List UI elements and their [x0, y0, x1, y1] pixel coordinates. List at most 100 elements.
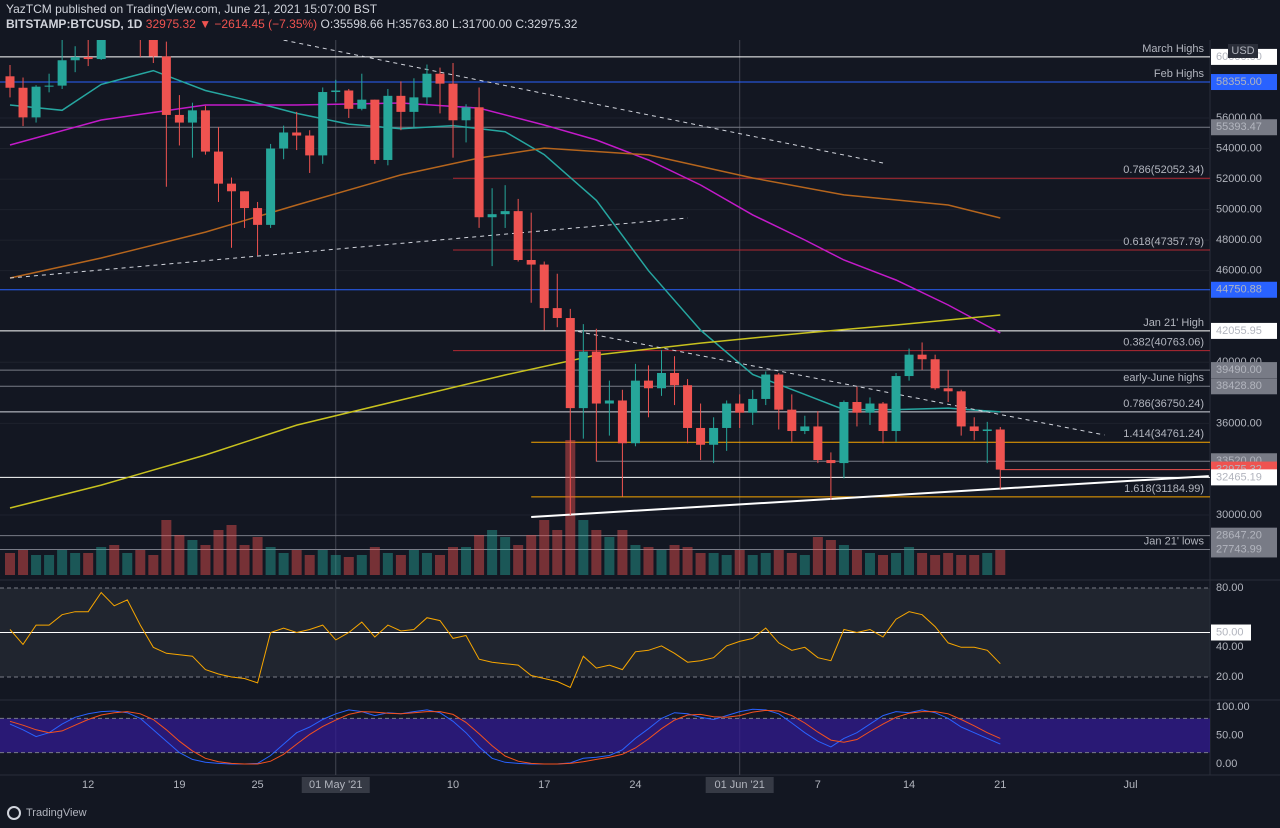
level-note: 0.618(47357.79)	[1123, 236, 1204, 248]
price-label-box	[1211, 119, 1277, 136]
volume-bar	[487, 530, 498, 575]
volume-bar	[57, 550, 68, 575]
volume-bar	[474, 535, 485, 575]
price-label-box	[1211, 322, 1277, 339]
trendline	[531, 475, 1209, 518]
x-tick-label: 19	[173, 779, 185, 791]
volume-bar	[44, 555, 55, 575]
volume-bar	[291, 550, 302, 575]
volume-bar	[109, 545, 120, 575]
candle-body	[930, 359, 940, 389]
candle-body	[865, 403, 875, 413]
volume-bar	[617, 530, 628, 575]
currency-box	[1228, 44, 1258, 58]
level-note: Feb Highs	[1154, 68, 1205, 80]
volume-bar	[930, 555, 941, 575]
volume-bar	[239, 545, 250, 575]
candle-body	[357, 99, 367, 109]
candle-body	[18, 87, 28, 118]
price-label: 28647.20	[1216, 530, 1262, 542]
candle-body	[969, 426, 979, 432]
level-note: Jan 21' High	[1143, 317, 1204, 329]
x-tick-label: 10	[447, 779, 459, 791]
volume-bar	[864, 553, 875, 575]
stoch-line	[9, 708, 1001, 765]
candle-body	[917, 354, 927, 360]
candle-body	[748, 398, 758, 413]
candle-body	[83, 57, 93, 60]
candle-body	[696, 427, 706, 445]
y-tick-label: 50000.00	[1216, 204, 1262, 216]
last-price: 32975.32	[146, 17, 196, 31]
candle-body	[305, 135, 315, 156]
candle-body	[552, 308, 562, 319]
volume-bar	[434, 555, 445, 575]
candle-body	[735, 403, 745, 413]
volume-bar	[969, 555, 980, 575]
volume-bar	[174, 535, 185, 575]
level-note: March Highs	[1142, 43, 1204, 55]
volume-bar	[356, 555, 367, 575]
volume-bar	[799, 555, 810, 575]
volume-bar	[995, 550, 1006, 575]
candle-body	[826, 460, 836, 464]
volume-bar	[539, 520, 550, 575]
candle-body	[591, 351, 601, 404]
candle-body	[461, 107, 471, 121]
level-note: early-June highs	[1123, 372, 1204, 384]
moving-average	[9, 314, 1001, 509]
volume-bar	[838, 545, 849, 575]
price-label-box	[1211, 74, 1277, 91]
volume-bar	[226, 525, 237, 575]
candle-body	[891, 376, 901, 432]
author-line: YazTCM published on TradingView.com, Jun…	[6, 2, 378, 16]
trendline	[570, 329, 1105, 436]
x-tick-box	[705, 777, 774, 793]
moving-average	[9, 147, 1001, 279]
x-tick-label: 24	[629, 779, 641, 791]
y-tick-label: 54000.00	[1216, 142, 1262, 154]
stoch-line	[9, 709, 1001, 765]
candle-body	[526, 259, 536, 265]
price-label-box	[1211, 378, 1277, 395]
candle-body	[70, 57, 80, 61]
candle-body	[370, 99, 380, 160]
level-note: 1.414(34761.24)	[1123, 428, 1204, 440]
candle-body	[240, 191, 250, 209]
volume-bar	[187, 540, 198, 575]
candle-body	[500, 211, 510, 215]
candle-body	[604, 400, 614, 404]
candle-body	[266, 148, 276, 225]
price-label-box	[1211, 469, 1277, 486]
candle-body	[539, 264, 549, 309]
volume-bar	[695, 553, 706, 575]
footer	[0, 800, 1280, 828]
candle-body	[474, 107, 484, 218]
price-label: 42055.95	[1216, 325, 1262, 337]
volume-bar	[382, 553, 393, 575]
volume-bar	[18, 550, 29, 575]
candle-body	[213, 151, 223, 184]
candle-body	[487, 214, 497, 218]
x-tick-label: 25	[251, 779, 263, 791]
candle-body	[44, 85, 54, 87]
level-note: 0.382(40763.06)	[1123, 337, 1204, 349]
candle-body	[200, 110, 210, 152]
volume-bar	[330, 555, 341, 575]
volume-bar	[213, 530, 224, 575]
volume-bar	[943, 553, 954, 575]
price-label: 44750.88	[1216, 284, 1262, 296]
price-label: 27743.99	[1216, 543, 1262, 555]
volume-bar	[135, 550, 146, 575]
candle-body	[174, 114, 184, 123]
candle-body	[448, 83, 458, 121]
y-tick-label: 46000.00	[1216, 265, 1262, 277]
volume-bar	[83, 553, 94, 575]
candle-body	[761, 374, 771, 399]
volume-bar	[395, 555, 406, 575]
level-note: 0.786(52052.34)	[1123, 164, 1204, 176]
volume-bar	[591, 530, 602, 575]
candle-body	[318, 92, 328, 156]
volume-bar	[669, 545, 680, 575]
rsi-tick-label: 40.00	[1216, 641, 1244, 653]
